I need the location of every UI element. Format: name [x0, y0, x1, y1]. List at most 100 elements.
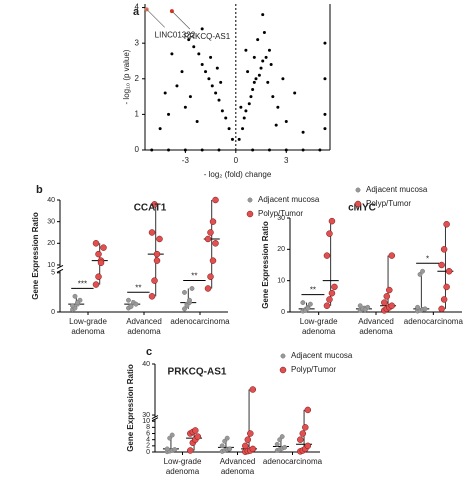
- point: [274, 123, 278, 127]
- legend-marker: [354, 200, 362, 208]
- point: [259, 66, 263, 70]
- point: [269, 63, 273, 67]
- point: [200, 63, 204, 67]
- x-tick-label: Advanced: [358, 317, 394, 326]
- point: [200, 27, 204, 31]
- x-tick-label: adenoma: [359, 327, 393, 336]
- point: [323, 127, 327, 131]
- point: [244, 48, 248, 52]
- point: [417, 271, 423, 277]
- x-tick-label: Low-grade: [69, 317, 107, 326]
- point: [187, 38, 191, 42]
- x-tick-label: adenoma: [71, 327, 105, 336]
- point: [326, 230, 333, 237]
- point: [204, 285, 212, 292]
- point: [189, 286, 195, 291]
- y-axis-label: Gene Expression Ratio: [126, 364, 135, 452]
- legend-marker: [246, 210, 254, 218]
- point: [126, 297, 131, 303]
- point: [92, 281, 100, 288]
- point: [214, 91, 218, 95]
- point: [328, 217, 336, 225]
- y-tick-label: 8: [146, 424, 150, 431]
- point: [75, 300, 80, 306]
- point: [97, 259, 105, 267]
- point: [209, 55, 213, 59]
- point: [207, 229, 214, 236]
- legend-label: Adjacent mucosa: [258, 195, 320, 204]
- point: [267, 148, 271, 152]
- y-tick-label: 20: [277, 246, 285, 253]
- point: [92, 240, 100, 247]
- point: [251, 87, 255, 91]
- point: [252, 80, 256, 84]
- y-tick-label: 30: [142, 412, 150, 419]
- point: [284, 148, 288, 152]
- point: [328, 289, 336, 297]
- point: [388, 252, 396, 259]
- point: [167, 148, 171, 152]
- point: [224, 116, 228, 120]
- point: [204, 235, 212, 243]
- point: [151, 201, 158, 208]
- significance-label: *: [426, 254, 429, 263]
- panel-label: a: [133, 6, 140, 18]
- point: [304, 406, 312, 414]
- point: [163, 91, 167, 95]
- point: [301, 130, 305, 134]
- point: [440, 296, 448, 303]
- point: [156, 235, 163, 243]
- point: [362, 307, 368, 313]
- point: [219, 80, 223, 84]
- highlight-label: LINC01322: [155, 30, 196, 39]
- x-tick-label: adenoma: [127, 327, 161, 336]
- point: [256, 38, 260, 42]
- point: [227, 446, 233, 452]
- significance-label: **: [135, 283, 141, 292]
- significance-label: **: [310, 286, 316, 295]
- point: [210, 84, 214, 88]
- y-tick-label: 4: [146, 437, 150, 444]
- point: [323, 77, 327, 81]
- leader-line: [171, 10, 191, 30]
- point: [220, 109, 224, 113]
- y-tick-label: 10: [142, 418, 150, 425]
- y-tick-label: 0: [146, 449, 150, 456]
- x-axis-label: - log₂ (fold) change: [204, 170, 272, 179]
- point: [254, 77, 258, 81]
- point: [212, 196, 219, 204]
- x-tick-label: adenocarcinoma: [263, 457, 323, 466]
- y-tick-label: 2: [146, 443, 150, 450]
- point: [182, 289, 187, 295]
- significance-label: ***: [78, 279, 87, 288]
- point: [281, 77, 285, 81]
- point: [438, 305, 445, 313]
- point: [276, 105, 280, 109]
- axis-break: [151, 417, 159, 422]
- point: [284, 120, 288, 124]
- legend-marker: [280, 353, 286, 359]
- x-tick-label: Low-grade: [164, 457, 202, 466]
- y-tick-label: 4: [135, 3, 140, 12]
- x-tick-label: adenocarcinoma: [170, 317, 230, 326]
- point: [153, 257, 161, 264]
- point: [305, 305, 311, 311]
- point: [227, 127, 231, 131]
- highlight-label: PRKCQ-AS1: [184, 32, 231, 41]
- point: [70, 303, 75, 309]
- chart-title: cMYC: [348, 203, 376, 214]
- point: [219, 443, 225, 449]
- point: [167, 112, 171, 116]
- point: [187, 297, 192, 303]
- point: [237, 137, 241, 141]
- point: [326, 296, 333, 303]
- point: [95, 250, 102, 258]
- panel-label: b: [36, 184, 43, 196]
- point: [440, 246, 448, 253]
- x-tick-label: adenocarcinoma: [404, 317, 464, 326]
- point: [153, 250, 161, 258]
- y-tick-label: 1: [135, 109, 140, 118]
- point: [422, 306, 428, 312]
- y-axis-label: Gene Expression Ratio: [31, 212, 40, 300]
- legend-marker: [279, 366, 287, 374]
